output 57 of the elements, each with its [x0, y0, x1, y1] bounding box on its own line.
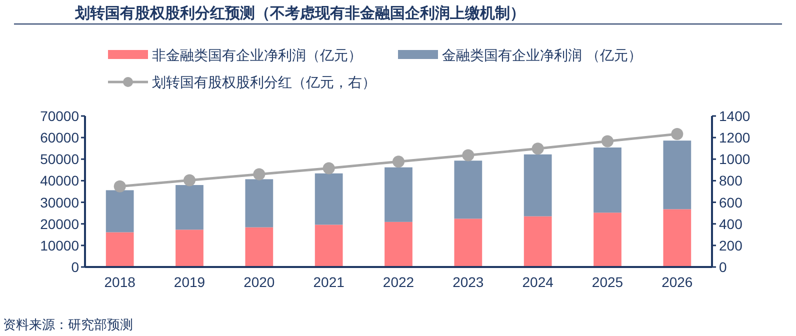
bar — [176, 185, 204, 230]
y2-tick-label: 200 — [719, 237, 743, 254]
point — [462, 149, 474, 162]
y2-tick-label: 400 — [719, 216, 743, 232]
y-tick-label: 70000 — [40, 108, 80, 124]
y2-tick-label: 800 — [719, 172, 743, 189]
point — [184, 174, 196, 186]
y2-tick-label: 1400 — [719, 108, 750, 124]
bar — [106, 232, 134, 267]
y2-tick-label: 0 — [719, 259, 727, 275]
bar — [106, 190, 134, 232]
point — [322, 162, 335, 174]
y2-tick-label: 1200 — [719, 130, 750, 146]
bar — [524, 216, 552, 267]
text: 资料来源：研究部预测 — [3, 317, 133, 332]
y-tick-label: 50000 — [40, 151, 80, 168]
bar — [384, 167, 412, 222]
y-tick-label: 60000 — [40, 130, 80, 146]
x-tick-label: 2024 — [522, 274, 554, 290]
point — [392, 156, 404, 168]
legend-label: 非金融类国有企业净利润（亿元） — [152, 47, 362, 63]
legend-label: 金融类国有企业净利润 （亿元） — [442, 47, 642, 63]
bar — [594, 147, 622, 213]
x-tick-label: 2019 — [174, 274, 206, 290]
point — [114, 180, 126, 192]
point — [671, 128, 684, 140]
bar — [245, 227, 274, 267]
y-tick-label: 40000 — [40, 172, 80, 189]
x-tick-label: 2018 — [104, 274, 136, 290]
x-tick-label: 2021 — [313, 274, 345, 290]
x-tick-label: 2026 — [662, 274, 693, 290]
bar — [176, 230, 204, 267]
y-tick-label: 30000 — [40, 194, 80, 210]
y-tick-label: 10000 — [40, 237, 80, 254]
bar — [245, 179, 274, 228]
point — [532, 142, 544, 155]
bar — [314, 224, 343, 267]
bar — [663, 209, 692, 267]
y2-tick-label: 600 — [719, 194, 743, 210]
point — [253, 168, 266, 180]
bar — [524, 154, 552, 216]
bar — [314, 173, 343, 225]
bar — [594, 212, 622, 267]
y2-tick-label: 1000 — [719, 151, 750, 168]
legend-label: 划转国有股权股利分红（亿元，右） — [152, 74, 376, 90]
bar — [454, 218, 482, 267]
bar — [454, 160, 482, 219]
bar — [384, 222, 412, 267]
x-tick-label: 2022 — [382, 274, 414, 290]
bar — [663, 140, 692, 210]
point — [602, 135, 614, 148]
x-tick-label: 2023 — [452, 274, 484, 290]
x-tick-label: 2020 — [244, 274, 275, 290]
y-tick-label: 0 — [71, 259, 80, 275]
y-tick-label: 20000 — [40, 216, 80, 232]
x-tick-label: 2025 — [592, 274, 624, 290]
chart-title: 划转国有股权股利分红预测（不考虑现有非金融国企利润上缴机制） — [74, 4, 525, 22]
